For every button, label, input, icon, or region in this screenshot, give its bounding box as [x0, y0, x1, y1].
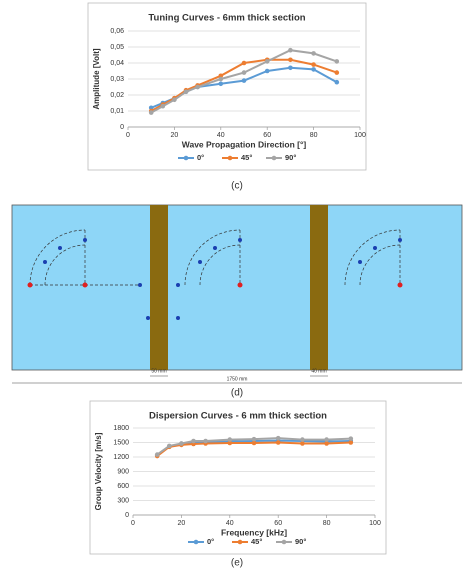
legend-marker: [183, 155, 189, 161]
data-point: [148, 105, 154, 111]
chart-frame: [89, 400, 387, 555]
dimension-label: 40 mm: [311, 368, 326, 374]
y-tick-label: 0,05: [110, 44, 124, 51]
legend-label: 0°: [197, 153, 204, 162]
x-tick-label: 60: [263, 132, 271, 139]
y-tick-label: 1800: [113, 425, 129, 432]
y-tick-label: 0,02: [110, 92, 124, 99]
chart-title: Dispersion Curves - 6 mm thick section: [149, 411, 327, 422]
data-point: [218, 73, 224, 79]
legend-marker: [193, 539, 199, 545]
data-point: [334, 79, 340, 85]
y-tick-label: 0,06: [110, 28, 124, 35]
data-point: [334, 59, 340, 64]
sensors: [27, 238, 403, 320]
dimension-label: 50 mm: [151, 368, 166, 374]
data-point: [300, 437, 305, 442]
data-point: [348, 436, 354, 441]
y-tick-label: 0: [125, 512, 129, 519]
data-point: [191, 438, 196, 444]
y-axis-label: Group Velocity [m/s]: [94, 432, 103, 510]
y-axis-label: Amplitude [Volt]: [92, 48, 101, 110]
diagram: 50 mm 40 mm 1750 mm: [11, 204, 463, 384]
data-point: [160, 103, 166, 109]
x-tick-label: 80: [323, 520, 331, 527]
legend-label: 0°: [207, 537, 214, 546]
legend-marker: [227, 155, 233, 161]
chart-title: Tuning Curves - 6mm thick section: [148, 13, 305, 24]
legend-label: 90°: [295, 537, 306, 546]
y-tick-label: 0,04: [110, 60, 124, 67]
data-point: [288, 47, 293, 53]
data-point: [183, 89, 189, 95]
data-point: [154, 452, 160, 457]
stiffener: [310, 205, 328, 370]
x-tick-label: 20: [171, 132, 179, 139]
data-point: [227, 437, 233, 442]
y-tick-label: 600: [117, 483, 129, 490]
data-point: [241, 78, 247, 83]
data-point: [288, 57, 293, 63]
x-tick-label: 100: [369, 520, 381, 527]
x-tick-label: 40: [217, 132, 225, 139]
data-point: [167, 443, 172, 449]
data-point: [288, 65, 293, 71]
x-tick-label: 40: [226, 520, 234, 527]
y-tick-label: 1200: [113, 454, 129, 461]
data-point: [311, 51, 316, 56]
data-point: [227, 440, 233, 446]
legend-marker: [237, 539, 243, 545]
x-axis-label: Wave Propagation Direction [°]: [182, 139, 307, 149]
x-tick-label: 60: [274, 520, 282, 527]
data-point: [195, 84, 200, 90]
data-point: [251, 436, 257, 442]
panel-label: (e): [231, 558, 243, 569]
data-point: [179, 441, 184, 446]
data-point: [241, 70, 247, 75]
y-tick-label: 300: [117, 497, 129, 504]
data-point: [148, 110, 154, 115]
y-tick-label: 900: [117, 468, 129, 475]
x-tick-label: 20: [178, 520, 186, 527]
plate: [11, 204, 463, 371]
x-tick-label: 80: [310, 132, 318, 139]
stiffener: [150, 205, 168, 370]
data-point: [324, 441, 329, 446]
data-point: [311, 62, 316, 67]
data-point: [264, 59, 270, 64]
legend-label: 90°: [285, 153, 296, 162]
y-tick-label: 0,03: [110, 76, 124, 83]
legend-label: 45°: [251, 537, 262, 546]
data-point: [264, 68, 270, 74]
data-point: [311, 67, 316, 72]
y-tick-label: 0: [120, 124, 124, 131]
data-point: [251, 440, 257, 446]
legend-label: 45°: [241, 153, 252, 162]
data-point: [348, 440, 354, 445]
x-tick-label: 100: [354, 132, 366, 139]
data-point: [218, 76, 224, 82]
legend-marker: [271, 155, 277, 161]
data-point: [275, 435, 281, 441]
legend-marker: [281, 539, 287, 545]
x-axis-label: Frequency [kHz]: [221, 527, 287, 537]
x-tick-label: 0: [126, 132, 130, 139]
data-point: [324, 437, 329, 442]
dimension-label: 1750 mm: [227, 376, 248, 382]
data-point: [241, 60, 247, 66]
y-tick-label: 1500: [113, 439, 129, 446]
data-point: [203, 438, 208, 444]
panel-label: (d): [231, 388, 243, 399]
data-point: [275, 440, 281, 445]
data-point: [300, 441, 305, 446]
data-point: [218, 81, 224, 87]
dimension-lines: [12, 375, 462, 384]
data-point: [172, 97, 177, 103]
data-point: [334, 70, 340, 75]
x-tick-label: 0: [131, 520, 135, 527]
y-tick-label: 0,01: [110, 108, 124, 115]
panel-label: (c): [231, 181, 243, 192]
